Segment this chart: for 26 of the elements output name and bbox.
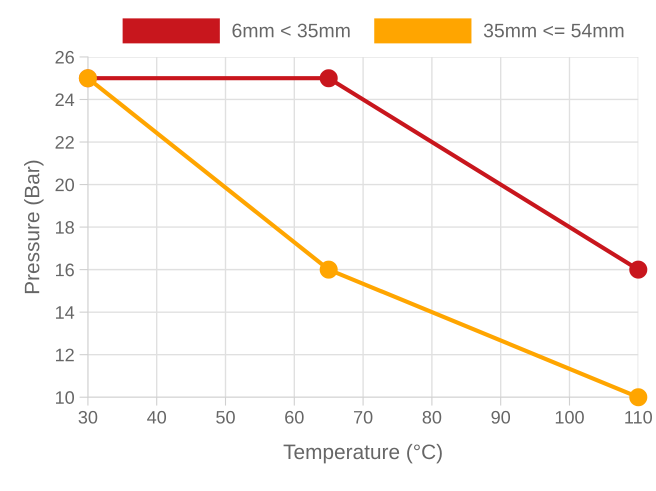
x-tick-label: 70 (354, 410, 372, 424)
x-tick-label: 90 (492, 410, 510, 424)
y-tick-label: 22 (56, 136, 74, 149)
y-tick-label: 26 (56, 50, 74, 64)
y-tick-label: 18 (56, 221, 74, 234)
x-tick-label: 40 (147, 410, 166, 424)
x-tick-label: 110 (625, 410, 652, 424)
x-tick-label: 30 (78, 410, 98, 424)
legend-label: 6mm < 35mm (232, 24, 350, 38)
y-tick-label: 16 (56, 264, 74, 276)
y-tick-label: 10 (56, 391, 74, 404)
y-axis-title: Pressure (Bar) (24, 160, 44, 294)
point (629, 388, 648, 406)
x-tick-label: 80 (422, 410, 442, 424)
point (320, 260, 338, 279)
point (320, 69, 338, 88)
y-tick-label: 20 (56, 178, 74, 192)
x-tick-label: 50 (216, 410, 235, 424)
y-tick-label: 24 (56, 93, 74, 106)
x-tick-label: 60 (285, 410, 304, 424)
y-tick-label: 14 (56, 306, 74, 319)
y-tick-label: 12 (56, 348, 74, 362)
point (629, 260, 648, 279)
legend-label: 35mm <= 54mm (484, 24, 624, 38)
x-axis-title: Temperature (°C) (284, 444, 442, 464)
x-tick-label: 100 (556, 410, 584, 424)
